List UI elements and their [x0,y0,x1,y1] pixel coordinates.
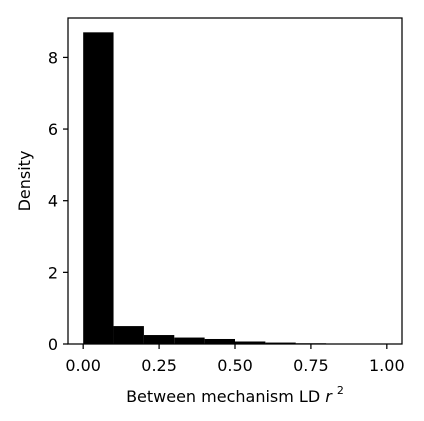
x-axis-label-variable: r [325,387,333,406]
histogram-bar [265,342,296,344]
histogram-bar [174,337,205,344]
x-tick-label: 0.25 [141,356,177,375]
histogram-bar [204,338,235,344]
x-tick-label: 0.50 [217,356,253,375]
x-axis-ticks: 0.00 0.25 0.50 0.75 1.00 [65,344,405,375]
x-tick-label: 0.75 [293,356,329,375]
y-tick-label: 8 [48,48,58,67]
y-tick-label: 4 [48,192,58,211]
histogram-bar [83,32,114,344]
x-axis-label: Between mechanism LD r 2 [126,384,344,406]
histogram-bar [113,326,144,344]
axes-frame [67,17,403,345]
histogram-bars [83,32,387,344]
y-tick-label: 2 [48,263,58,282]
x-axis-label-superscript: 2 [337,384,344,397]
y-tick-label: 6 [48,120,58,139]
x-tick-label: 0.00 [65,356,101,375]
y-axis-label: Density [15,151,34,212]
x-axis-label-prefix: Between mechanism LD [126,387,325,406]
y-axis-ticks: 0 2 4 6 8 [48,48,68,354]
plot-area [67,17,403,345]
x-tick-label: 1.00 [369,356,405,375]
y-tick-label: 0 [48,335,58,354]
histogram-bar [143,335,175,344]
histogram-bar [235,341,266,344]
